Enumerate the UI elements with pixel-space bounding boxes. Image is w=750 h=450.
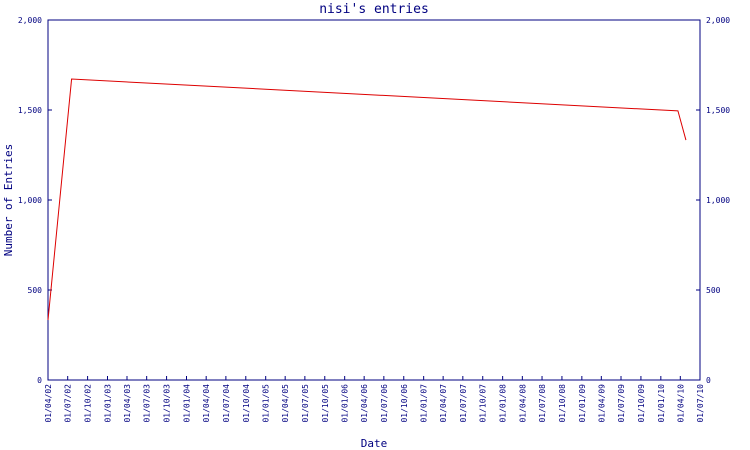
y2-tick-label: 1,000 [706,196,730,205]
y-tick-label: 1,000 [18,196,42,205]
x-tick-label: 01/10/07 [479,384,488,423]
x-tick-label: 01/04/07 [439,384,448,423]
x-tick-label: 01/01/10 [657,384,666,423]
x-tick-label: 01/07/02 [64,384,73,423]
x-tick-label: 01/04/02 [44,384,53,423]
x-tick-label: 01/01/04 [182,384,191,423]
data-line [47,78,687,321]
x-tick-label: 01/04/10 [676,384,685,423]
y2-tick-label: 2,000 [706,16,730,25]
x-tick-label: 01/04/04 [202,384,211,423]
x-tick-label: 01/10/09 [637,384,646,423]
y2-tick-label: 500 [706,286,721,295]
x-tick-label: 01/07/06 [380,384,389,423]
x-tick-label: 01/07/08 [538,384,547,423]
y2-tick-label: 1,500 [706,106,730,115]
x-tick-label: 01/01/05 [262,384,271,423]
x-tick-label: 01/04/09 [597,384,606,423]
x-tick-label: 01/01/03 [104,384,113,423]
chart-title: nisi's entries [319,2,429,17]
x-tick-label: 01/04/08 [518,384,527,423]
x-tick-label: 01/07/04 [222,384,231,423]
x-tick-label: 01/10/03 [163,384,172,423]
x-tick-label: 01/10/04 [242,384,251,423]
x-tick-label: 01/04/05 [281,384,290,423]
x-tick-label: 01/07/09 [617,384,626,423]
x-tick-label: 01/07/07 [459,384,468,423]
x-tick-label: 01/04/03 [123,384,132,423]
x-tick-label: 01/10/08 [558,384,567,423]
x-tick-label: 01/10/02 [84,384,93,423]
x-tick-label: 01/01/06 [341,384,350,423]
y-tick-label: 0 [37,376,42,385]
x-tick-label: 01/01/07 [420,384,429,423]
x-tick-label: 01/04/06 [360,384,369,423]
x-tick-label: 01/01/08 [499,384,508,423]
y-axis-label: Number of Entries [2,144,15,257]
x-tick-label: 01/07/10 [696,384,705,423]
y-tick-label: 1,500 [18,106,42,115]
x-tick-label: 01/10/06 [400,384,409,423]
x-tick-label: 01/10/05 [321,384,330,423]
x-tick-label: 01/07/05 [301,384,310,423]
x-axis-label: Date [361,437,388,450]
y2-tick-label: 0 [706,376,711,385]
y-tick-label: 500 [28,286,43,295]
x-tick-label: 01/07/03 [143,384,152,423]
x-tick-label: 01/01/09 [578,384,587,423]
y-tick-label: 2,000 [18,16,42,25]
plot-frame [47,19,701,381]
